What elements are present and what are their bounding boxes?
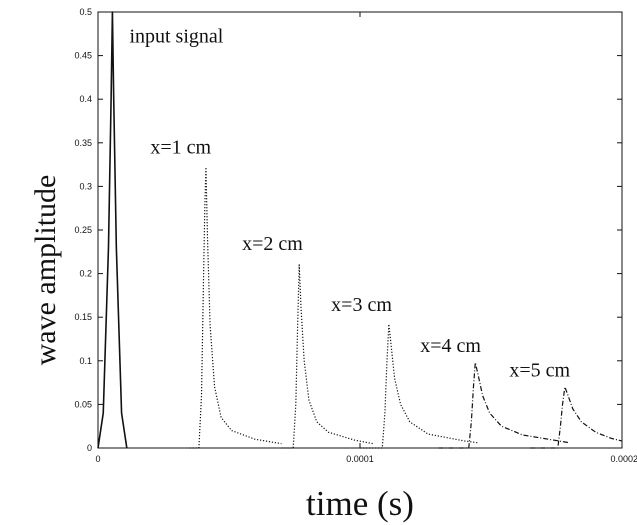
- y-ticks: 0 0.05 0.1 0.15 0.2 0.25 0.3 0.35 0.4 0.45 0.5: [74, 7, 622, 453]
- series-line-2: [281, 264, 374, 449]
- y-tick-label: 0.1: [79, 356, 92, 366]
- y-tick-label: 0.2: [79, 269, 92, 279]
- series-line-4: [438, 361, 570, 449]
- x-ticks: 0 0.0001 0.0002: [95, 12, 637, 464]
- y-tick-label: 0: [87, 443, 92, 453]
- y-tick-label: 0.4: [79, 94, 92, 104]
- y-tick-label: 0.15: [74, 312, 92, 322]
- y-tick-label: 0.3: [79, 181, 92, 191]
- y-tick-label: 0.45: [74, 51, 92, 61]
- series-line-0: [97, 11, 128, 449]
- x-tick-label: 0.0002: [610, 454, 637, 464]
- series-group: [97, 11, 623, 449]
- annotation-2: x=2 cm: [242, 233, 303, 255]
- series-line-1: [189, 166, 282, 449]
- annotation-0: input signal: [129, 26, 223, 48]
- y-axis-label: wave amplitude: [29, 175, 62, 366]
- annotations: input signal x=1 cm x=2 cm x=3 cm x=4 cm x=5 …: [129, 26, 570, 382]
- y-tick-label: 0.5: [79, 7, 92, 17]
- y-tick-label: 0.05: [74, 399, 92, 409]
- annotation-5: x=5 cm: [509, 359, 570, 381]
- y-tick-label: 0.25: [74, 225, 92, 235]
- x-axis-label: time (s): [306, 484, 414, 523]
- x-tick-label: 0: [95, 454, 100, 464]
- y-tick-label: 0.35: [74, 138, 92, 148]
- x-tick-label: 0.0001: [346, 454, 374, 464]
- series-line-5: [530, 386, 623, 449]
- series-line-3: [360, 323, 478, 449]
- annotation-1: x=1 cm: [150, 136, 211, 158]
- plot-frame: [97, 11, 623, 449]
- annotation-4: x=4 cm: [420, 335, 481, 357]
- annotation-3: x=3 cm: [331, 294, 392, 316]
